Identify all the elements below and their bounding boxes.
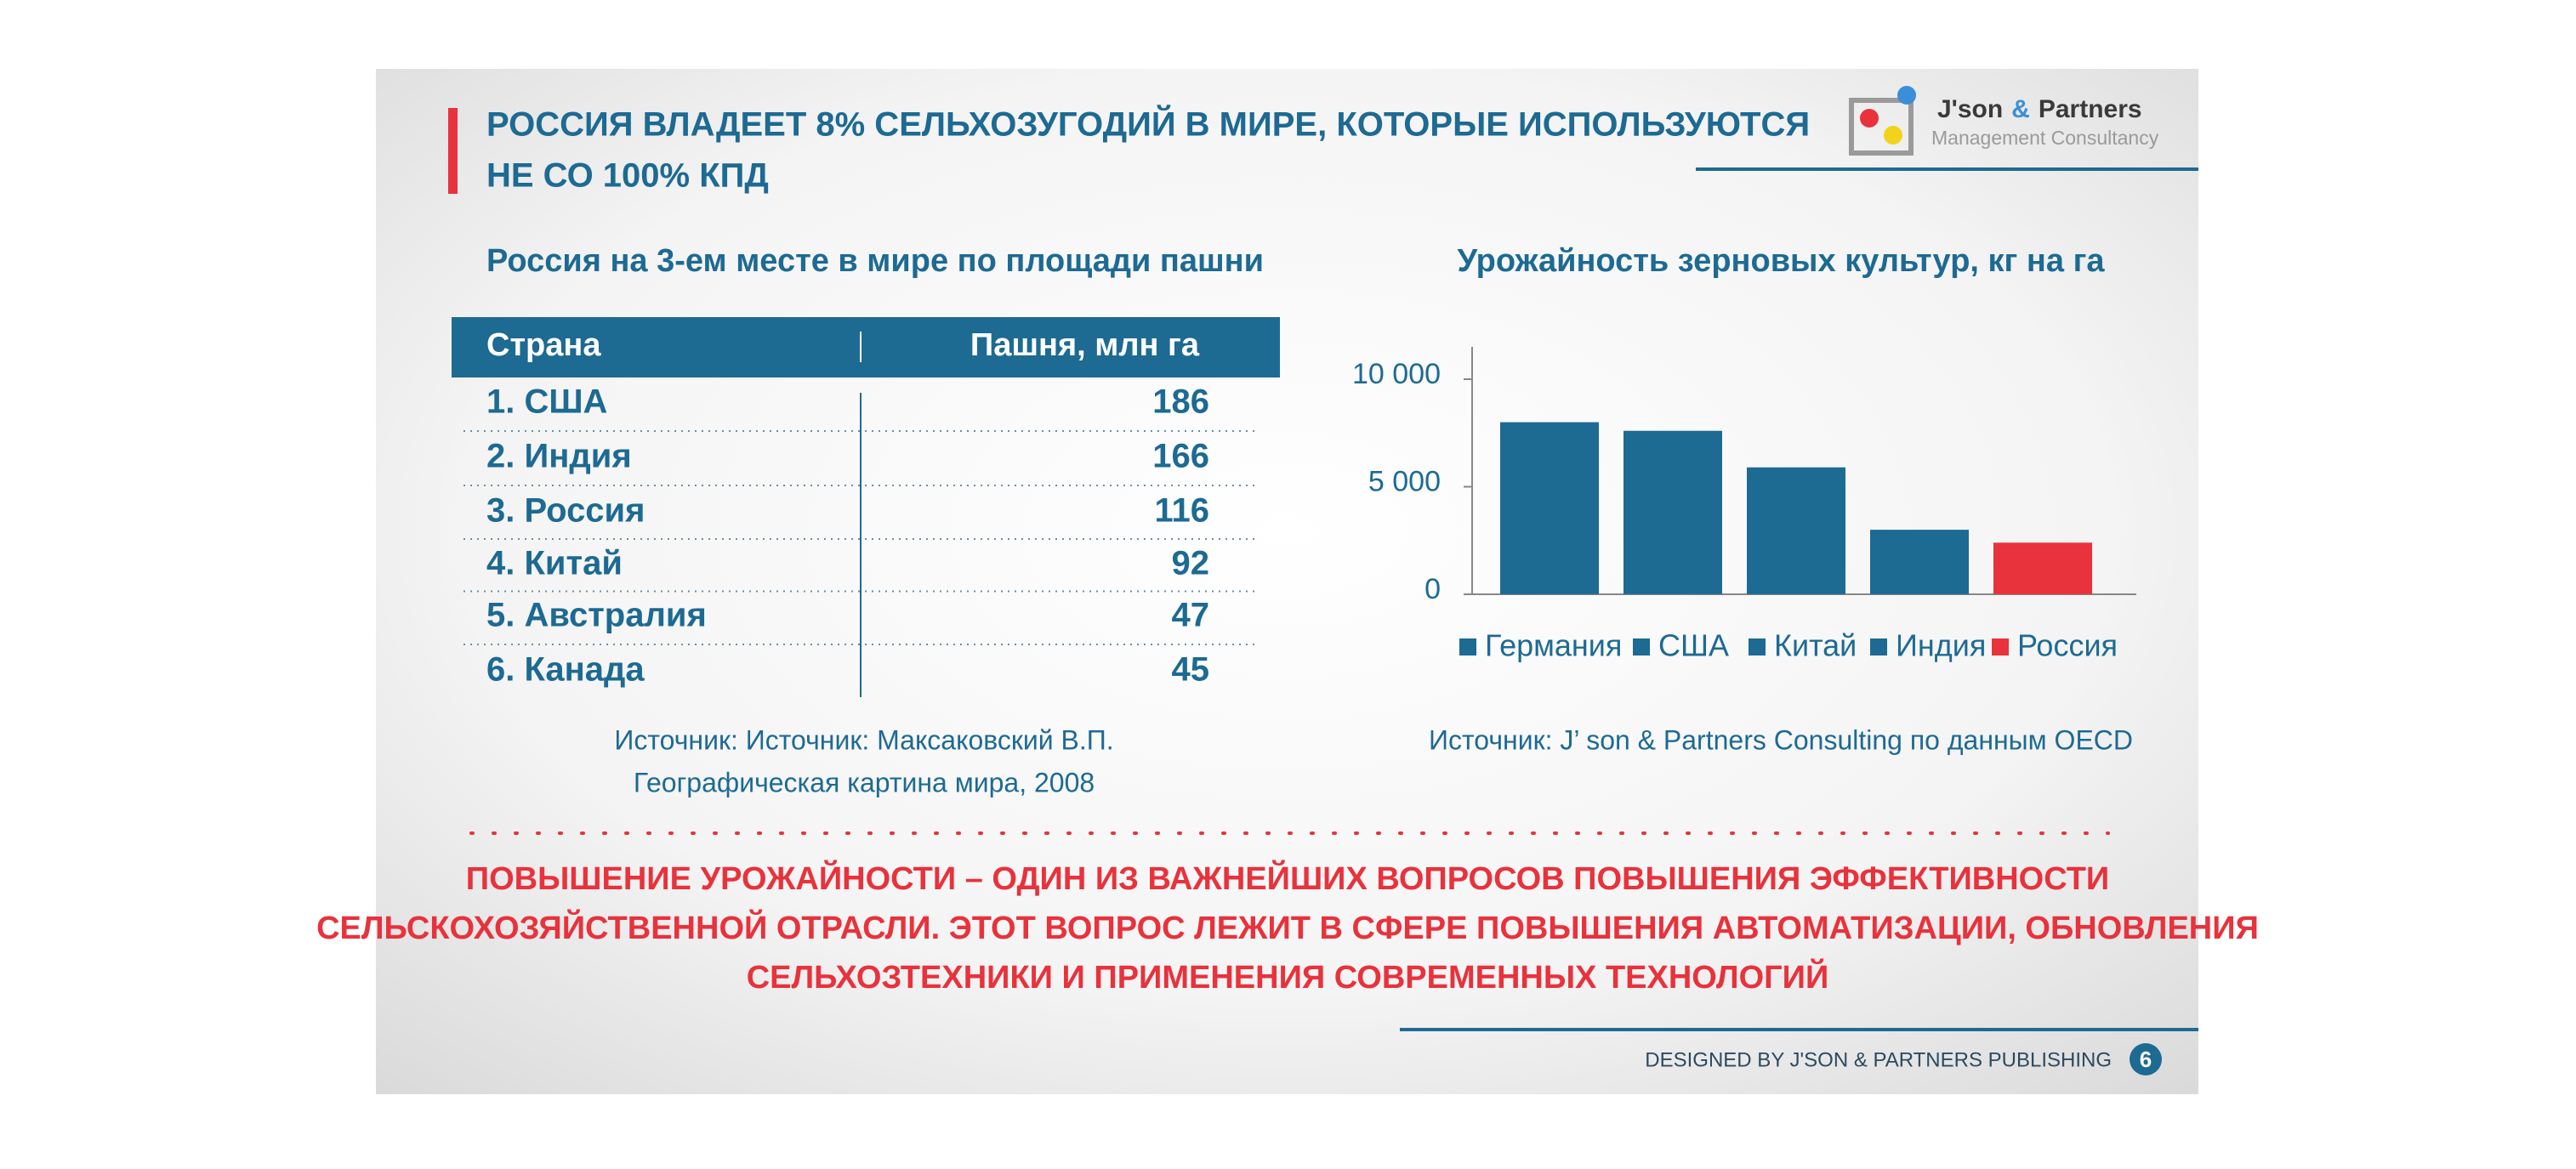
chart-title: Урожайность зерновых культур, кг на га <box>1457 243 2105 279</box>
legend-swatch <box>1633 638 1650 655</box>
table-cell: 116 <box>1154 492 1209 530</box>
conclusion-text: СЕЛЬСКОХОЗЯЙСТВЕННОЙ ОТРАСЛИ. ЭТОТ ВОПРО… <box>316 908 2259 946</box>
y-tick-label: 5 000 <box>1368 465 1441 497</box>
logo-icon <box>1849 86 1916 156</box>
table-cell: 45 <box>1172 651 1210 689</box>
legend-swatch <box>1992 638 2009 655</box>
legend-swatch <box>1749 638 1766 655</box>
bar <box>1500 422 1599 594</box>
conclusion-text: ПОВЫШЕНИЕ УРОЖАЙНОСТИ – ОДИН ИЗ ВАЖНЕЙШИ… <box>466 859 2109 897</box>
logo-word: J'son <box>1937 95 2003 123</box>
legend-swatch <box>1459 638 1476 655</box>
bar <box>1870 530 1969 594</box>
slide-title: НЕ СО 100% КПД <box>486 157 769 195</box>
logo-word: & <box>2011 95 2030 123</box>
logo-word: Partners <box>2039 95 2142 123</box>
page-badge <box>2130 1043 2162 1075</box>
table-header: Страна <box>486 327 601 363</box>
table-cell: 3. Россия <box>486 492 645 530</box>
bar <box>1993 542 2092 594</box>
table-cell: 5. Австралия <box>486 597 707 634</box>
legend-swatch <box>1870 638 1887 655</box>
table-cell: 2. Индия <box>486 438 632 475</box>
table-header-bar <box>452 317 1280 377</box>
table-source: Географическая картина мира, 2008 <box>634 767 1095 797</box>
legend-label: Россия <box>2017 628 2118 663</box>
chart-source: Источник: J’ son & Partners Consulting п… <box>1429 724 2133 755</box>
legend-label: Китай <box>1774 628 1857 663</box>
y-tick-label: 10 000 <box>1352 358 1441 390</box>
footer-credit: DESIGNED BY J'SON & PARTNERS PUBLISHING <box>1645 1048 2112 1071</box>
table-header: Пашня, млн га <box>970 327 1200 363</box>
bar <box>1747 467 1845 594</box>
logo-text: J'son & Partners <box>1937 95 2142 123</box>
table-cell: 1. США <box>486 383 607 421</box>
slide-title: РОССИЯ ВЛАДЕЕТ 8% СЕЛЬХОЗУГОДИЙ В МИРЕ, … <box>486 105 1810 144</box>
logo-tagline: Management Consultancy <box>1931 127 2159 149</box>
table-cell: 4. Китай <box>486 545 623 582</box>
bar <box>1624 430 1722 594</box>
table-source: Источник: Источник: Максаковский В.П. <box>614 724 1113 755</box>
table-subtitle: Россия на 3-ем месте в мире по площади п… <box>486 243 1264 279</box>
table-cell: 92 <box>1172 545 1210 582</box>
table-cell: 47 <box>1172 597 1210 634</box>
conclusion-text: СЕЛЬХОЗТЕХНИКИ И ПРИМЕНЕНИЯ СОВРЕМЕННЫХ … <box>747 957 1829 996</box>
legend-label: США <box>1658 628 1729 663</box>
legend-label: Германия <box>1485 628 1622 663</box>
table-cell: 166 <box>1152 438 1209 475</box>
table-cell: 186 <box>1152 383 1209 421</box>
page-number: 6 <box>2140 1047 2152 1072</box>
title-accent <box>448 108 458 194</box>
y-tick-label: 0 <box>1424 573 1441 605</box>
table-cell: 6. Канада <box>486 651 645 689</box>
legend-label: Индия <box>1896 628 1986 663</box>
